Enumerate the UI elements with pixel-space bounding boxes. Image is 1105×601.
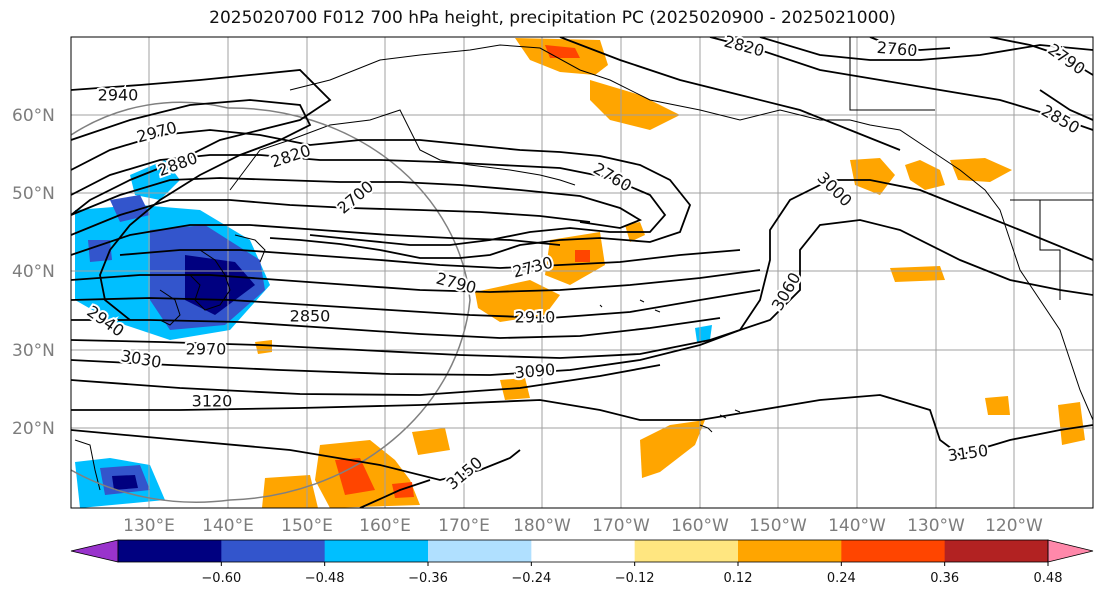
colorbar-tick-label: −0.12 [615, 571, 655, 586]
colorbar-tick-label: 0.48 [1034, 571, 1063, 586]
colorbar-ticks: −0.60 −0.48 −0.36 −0.24 −0.12 0.12 0.24 0.36 0.4… [201, 562, 1063, 586]
colorbar-segment [118, 540, 222, 562]
lon-label: 130°E [123, 516, 175, 536]
colorbar-segment [841, 540, 946, 562]
colorbar-extend-low [70, 539, 119, 563]
colorbar-tick-label: −0.60 [201, 571, 241, 586]
colorbar-tick-label: −0.24 [511, 571, 551, 586]
lon-label: 150°W [749, 516, 807, 536]
height-contours [71, 37, 1093, 508]
colorbar [70, 539, 1094, 563]
colorbar-segment [324, 540, 429, 562]
contour-label: 2850 [290, 307, 331, 326]
colorbar-extend-high [1047, 539, 1094, 563]
latitude-labels: 60°N 50°N 40°N 30°N 20°N [12, 106, 55, 439]
contour-label: 2910 [515, 308, 556, 327]
colorbar-segment [738, 540, 842, 562]
contour-label: 2760 [876, 38, 918, 60]
lon-label: 140°E [202, 516, 254, 536]
colorbar-tick-label: −0.48 [305, 571, 345, 586]
lon-label: 170°W [592, 516, 650, 536]
colorbar-tick-label: −0.36 [408, 571, 448, 586]
lon-label: 160°E [359, 516, 411, 536]
range-circle [71, 101, 471, 503]
contour-label: 3090 [514, 360, 556, 382]
plot-border [70, 36, 1094, 509]
colorbar-tick-label: 0.36 [930, 571, 959, 586]
colorbar-segment [221, 540, 326, 562]
lon-label: 130°W [907, 516, 965, 536]
lat-label: 60°N [12, 106, 55, 126]
lat-label: 40°N [12, 262, 55, 282]
colorbar-segment [531, 540, 636, 562]
precip-positive-shading [255, 38, 1085, 508]
colorbar-outline [117, 539, 1049, 563]
contour-label: 2940 [98, 86, 139, 105]
lon-label: 150°E [281, 516, 333, 536]
lat-label: 30°N [12, 341, 55, 361]
contour-label: 3120 [192, 392, 233, 411]
lon-label: 180°W [513, 516, 571, 536]
map-title: 2025020700 F012 700 hPa height, precipit… [209, 8, 896, 28]
lon-label: 160°W [671, 516, 729, 536]
colorbar-segment [944, 540, 1049, 562]
lon-label: 120°W [985, 516, 1043, 536]
lat-label: 50°N [12, 184, 55, 204]
colorbar-segment [634, 540, 739, 562]
coastlines [74, 37, 1093, 491]
colorbar-tick-label: 0.24 [827, 571, 856, 586]
lat-label: 20°N [12, 419, 55, 439]
longitude-labels: 130°E 140°E 150°E 160°E 170°E 180°W 170°… [123, 516, 1043, 536]
lon-label: 140°W [828, 516, 886, 536]
lon-label: 170°E [438, 516, 490, 536]
contour-label: 2970 [186, 340, 227, 359]
colorbar-tick-label: 0.12 [724, 571, 753, 586]
colorbar-segment [428, 540, 532, 562]
